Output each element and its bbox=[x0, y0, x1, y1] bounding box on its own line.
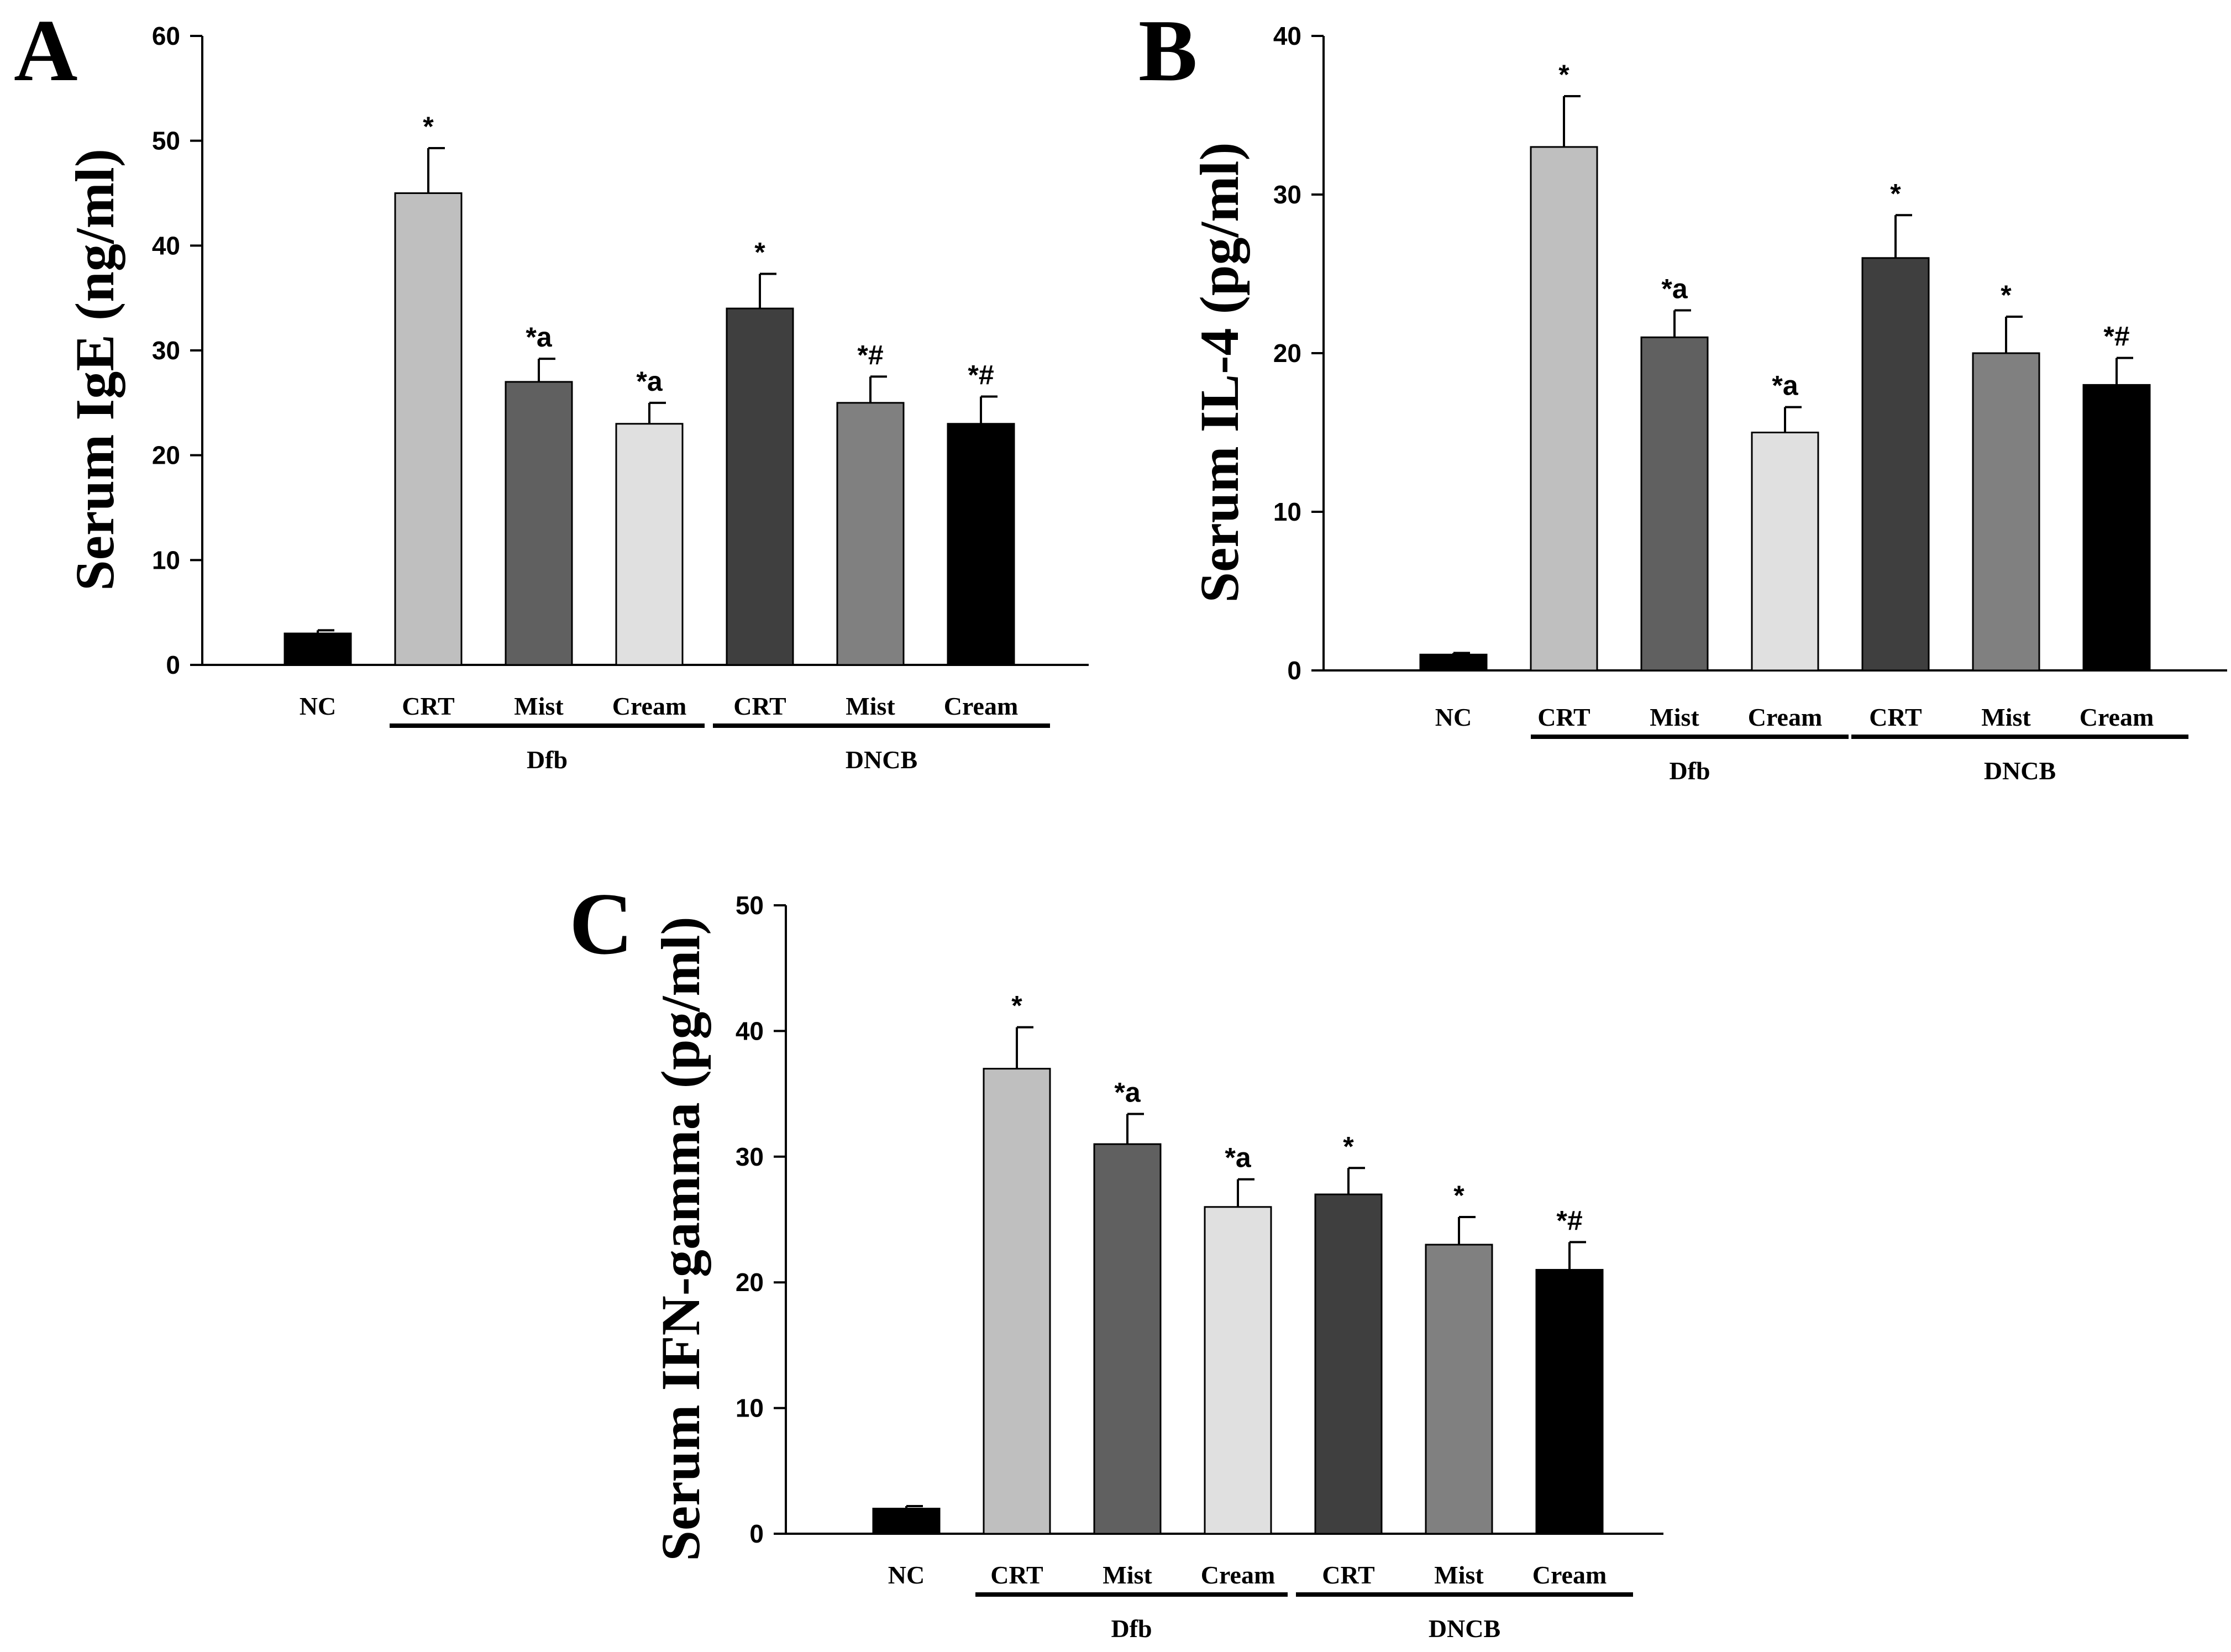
bar-6 bbox=[2082, 384, 2151, 672]
y-axis-title: Serum IFN-gamma (pg/ml) bbox=[650, 916, 711, 1561]
panel-letter: C bbox=[569, 874, 633, 973]
x-category-label: Mist bbox=[1981, 703, 2031, 731]
x-category-label: CRT bbox=[990, 1561, 1043, 1589]
bar-3 bbox=[1751, 432, 1819, 672]
bar-3 bbox=[615, 423, 684, 666]
group-label: Dfb bbox=[527, 746, 568, 774]
significance-label: *a bbox=[636, 366, 663, 397]
x-category-label: Cream bbox=[1748, 703, 1823, 731]
bar-1 bbox=[983, 1068, 1051, 1535]
bar-2 bbox=[1093, 1143, 1162, 1535]
group-label: Dfb bbox=[1669, 757, 1710, 785]
panel-letter: A bbox=[14, 1, 78, 99]
x-category-label: Cream bbox=[2080, 703, 2154, 731]
x-category-label: Mist bbox=[1434, 1561, 1484, 1589]
bar-0 bbox=[284, 632, 352, 666]
significance-label: * bbox=[1011, 990, 1022, 1021]
bar-4 bbox=[726, 307, 794, 666]
y-tick-label: 10 bbox=[736, 1394, 764, 1423]
significance-label: * bbox=[1558, 59, 1569, 90]
significance-label: * bbox=[1890, 178, 1901, 209]
bar-5 bbox=[1425, 1244, 1493, 1535]
bar-4 bbox=[1314, 1193, 1383, 1535]
y-tick-label: 40 bbox=[152, 231, 180, 260]
x-category-label: Mist bbox=[1650, 703, 1699, 731]
y-tick-label: 10 bbox=[152, 546, 180, 574]
x-category-label: Cream bbox=[1532, 1561, 1607, 1589]
bar-4 bbox=[1861, 257, 1930, 672]
y-tick-label: 50 bbox=[736, 891, 764, 920]
significance-label: * bbox=[1453, 1180, 1464, 1211]
x-category-label: Mist bbox=[1103, 1561, 1152, 1589]
x-category-label: NC bbox=[1435, 703, 1472, 731]
significance-label: *a bbox=[1661, 274, 1688, 305]
y-tick-label: 10 bbox=[1273, 497, 1301, 526]
significance-label: * bbox=[754, 237, 765, 268]
significance-label: *a bbox=[1225, 1142, 1251, 1173]
y-tick-label: 20 bbox=[736, 1268, 764, 1297]
bar-5 bbox=[836, 402, 905, 666]
x-category-label: CRT bbox=[1537, 703, 1590, 731]
bar-3 bbox=[1204, 1206, 1272, 1535]
significance-label: *# bbox=[968, 359, 994, 390]
x-category-label: CRT bbox=[1869, 703, 1922, 731]
significance-label: *a bbox=[526, 322, 552, 353]
significance-label: *# bbox=[857, 339, 883, 370]
y-tick-label: 40 bbox=[736, 1016, 764, 1045]
y-tick-label: 0 bbox=[166, 651, 180, 679]
y-tick-label: 30 bbox=[152, 336, 180, 365]
group-label: Dfb bbox=[1111, 1614, 1152, 1643]
bar-0 bbox=[872, 1508, 941, 1535]
significance-label: * bbox=[2001, 280, 2012, 311]
x-category-label: CRT bbox=[1322, 1561, 1375, 1589]
bar-2 bbox=[1640, 336, 1709, 672]
bar-1 bbox=[394, 192, 463, 666]
x-category-label: Cream bbox=[612, 692, 687, 720]
significance-label: *# bbox=[2103, 321, 2129, 352]
x-category-label: Mist bbox=[514, 692, 564, 720]
bar-1 bbox=[1530, 146, 1598, 672]
y-tick-label: 40 bbox=[1273, 22, 1301, 50]
y-tick-label: 0 bbox=[1287, 656, 1301, 685]
x-category-label: CRT bbox=[733, 692, 786, 720]
y-tick-label: 30 bbox=[736, 1142, 764, 1171]
group-label: DNCB bbox=[1984, 757, 2056, 785]
bar-0 bbox=[1419, 653, 1488, 672]
group-label: DNCB bbox=[846, 746, 917, 774]
y-tick-label: 0 bbox=[749, 1519, 764, 1548]
y-tick-label: 60 bbox=[152, 22, 180, 50]
y-axis-title: Serum IL-4 (pg/ml) bbox=[1189, 142, 1250, 602]
panel-letter: B bbox=[1138, 1, 1198, 99]
significance-label: * bbox=[423, 111, 434, 142]
chart-panel-a: A Serum IgE (ng/ml) 0 10 20 30 40 50 60 NC * CRT *a M… bbox=[14, 1, 1089, 774]
significance-label: * bbox=[1343, 1131, 1354, 1162]
y-tick-label: 20 bbox=[152, 441, 180, 470]
bar-6 bbox=[1535, 1268, 1604, 1535]
x-category-label: Mist bbox=[846, 692, 895, 720]
significance-label: *a bbox=[1772, 370, 1798, 401]
significance-label: *# bbox=[1556, 1205, 1582, 1236]
x-category-label: NC bbox=[888, 1561, 925, 1589]
chart-panel-b: B Serum IL-4 (pg/ml) 0 10 20 30 40 NC * CRT *a Mist… bbox=[1138, 1, 2227, 785]
x-category-label: NC bbox=[300, 692, 336, 720]
x-category-label: Cream bbox=[1201, 1561, 1275, 1589]
y-tick-label: 30 bbox=[1273, 180, 1301, 209]
y-axis-title: Serum IgE (ng/ml) bbox=[64, 149, 125, 591]
chart-panel-c: C Serum IFN-gamma (pg/ml) 0 10 20 30 40 50 NC * CR… bbox=[569, 874, 1663, 1643]
x-category-label: Cream bbox=[944, 692, 1019, 720]
group-label: DNCB bbox=[1429, 1614, 1500, 1643]
y-tick-label: 50 bbox=[152, 127, 180, 155]
bar-5 bbox=[1972, 352, 2040, 672]
significance-label: *a bbox=[1114, 1077, 1141, 1108]
y-tick-label: 20 bbox=[1273, 339, 1301, 368]
bar-2 bbox=[505, 381, 573, 666]
x-category-label: CRT bbox=[402, 692, 455, 720]
bar-6 bbox=[947, 423, 1015, 666]
